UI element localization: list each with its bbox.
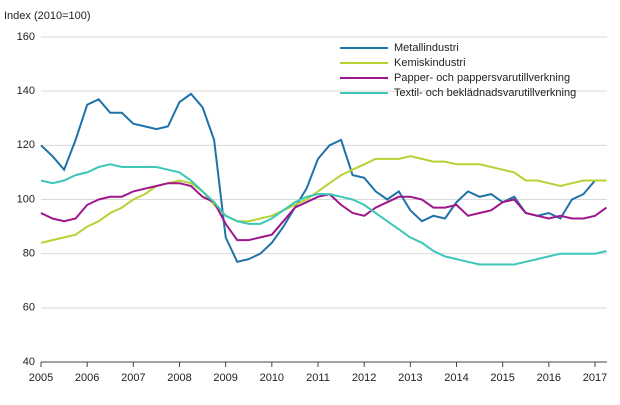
x-tick-label: 2009 <box>213 372 237 384</box>
y-tick-label: 60 <box>23 302 35 314</box>
x-tick-label: 2006 <box>75 372 99 384</box>
legend-label: Metallindustri <box>394 42 459 54</box>
legend-label: Kemiskindustri <box>394 57 466 69</box>
x-tick-label: 2005 <box>29 372 53 384</box>
line-series <box>40 182 608 242</box>
y-axis-label: Index (2010=100) <box>4 10 91 22</box>
y-tick-label: 120 <box>17 139 35 151</box>
x-tick-label: 2008 <box>167 372 191 384</box>
legend-label: Papper- och pappersvarutillverkning <box>394 72 570 84</box>
line-series <box>40 163 607 266</box>
x-tick-label: 2013 <box>398 372 422 384</box>
legend-label: Textil- och beklädnadsvarutillverkning <box>394 87 576 99</box>
y-tick-label: 100 <box>17 193 35 205</box>
y-tick-label: 140 <box>17 85 35 97</box>
x-tick-label: 2007 <box>121 372 145 384</box>
x-tick-label: 2014 <box>444 372 468 384</box>
x-tick-label: 2010 <box>260 372 284 384</box>
y-tick-label: 40 <box>23 356 35 368</box>
x-tick-label: 2015 <box>490 372 514 384</box>
y-tick-label: 160 <box>17 31 35 43</box>
x-tick-label: 2016 <box>537 372 561 384</box>
line-series <box>40 155 607 244</box>
x-tick-label: 2017 <box>583 372 607 384</box>
line-series <box>40 92 607 263</box>
x-tick-label: 2012 <box>352 372 376 384</box>
x-tick-label: 2011 <box>306 372 330 384</box>
y-tick-label: 80 <box>23 248 35 260</box>
